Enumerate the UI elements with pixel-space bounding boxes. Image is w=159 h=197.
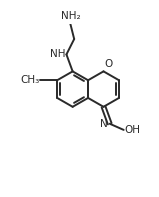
Text: O: O [104,59,113,69]
Text: N: N [100,119,108,129]
Text: NH: NH [50,49,66,59]
Text: OH: OH [124,125,140,135]
Text: NH₂: NH₂ [61,11,80,21]
Text: CH₃: CH₃ [20,75,39,85]
